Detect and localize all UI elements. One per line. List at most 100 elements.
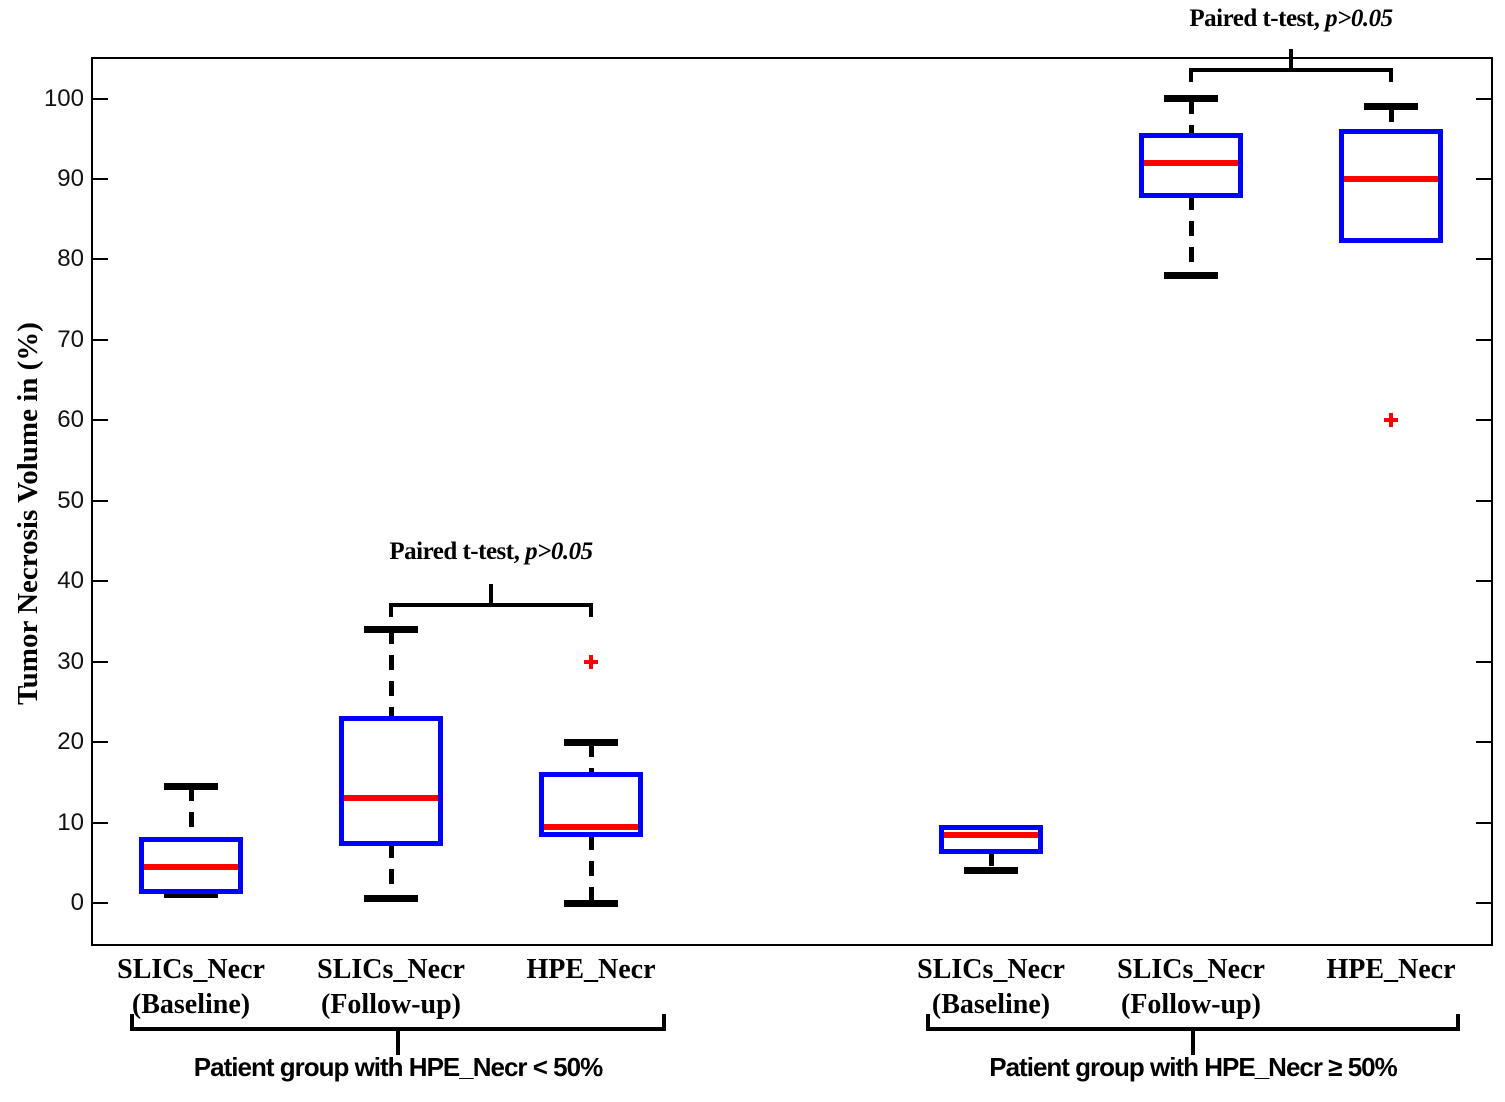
significance-label-pvalue: p>0.05 (1325, 5, 1393, 32)
x-tick-label: (Baseline) (931, 989, 1051, 1020)
whisker-line-upper (589, 742, 594, 774)
whisker-cap-upper (1164, 95, 1218, 102)
whisker-line-upper (389, 629, 394, 717)
whisker-cap-upper (1364, 103, 1418, 110)
significance-bracket-hook-right (1389, 68, 1393, 82)
x-tick-label: (Follow-up) (321, 989, 461, 1020)
significance-bracket-hook-right (589, 603, 593, 617)
y-tick-mark-right (1476, 902, 1491, 904)
y-tick-label: 80 (57, 245, 84, 272)
significance-bracket-tick (1289, 49, 1293, 68)
y-tick-label: 90 (57, 165, 84, 192)
y-tick-mark-left (93, 258, 108, 260)
median-line (944, 832, 1038, 838)
y-tick-label: 50 (57, 487, 84, 514)
group-bracket-hook-right (662, 1014, 666, 1031)
x-tick-label: SLICs_Necr (1117, 954, 1265, 985)
group-bracket-bar (130, 1027, 666, 1031)
median-line (344, 795, 438, 801)
y-tick-mark-right (1476, 419, 1491, 421)
x-tick-label: SLICs_Necr (317, 954, 465, 985)
x-tick-label: (Baseline) (131, 989, 251, 1020)
whisker-line-upper (1189, 99, 1194, 135)
whisker-cap-upper (564, 739, 618, 746)
whisker-line-lower (389, 843, 394, 899)
y-tick-mark-left (93, 661, 108, 663)
y-tick-mark-right (1476, 98, 1491, 100)
y-tick-mark-right (1476, 258, 1491, 260)
group-bracket-hook-left (130, 1014, 134, 1031)
whisker-line-lower (1189, 195, 1194, 275)
x-tick-label: (Follow-up) (1121, 989, 1261, 1020)
y-tick-label: 70 (57, 326, 84, 353)
x-tick-label: SLICs_Necr (117, 954, 265, 985)
whisker-cap-lower (364, 895, 418, 902)
y-tick-mark-right (1476, 661, 1491, 663)
x-tick-label: HPE_Necr (526, 954, 656, 985)
median-line (1344, 176, 1438, 182)
y-tick-mark-left (93, 98, 108, 100)
y-tick-label: 10 (57, 809, 84, 836)
y-tick-label: 40 (57, 567, 84, 594)
y-tick-label: 60 (57, 406, 84, 433)
significance-label-text: Paired t-test, (389, 538, 526, 565)
whisker-cap-lower (164, 891, 218, 898)
y-tick-mark-left (93, 741, 108, 743)
whisker-line-lower (589, 835, 594, 903)
y-tick-mark-right (1476, 580, 1491, 582)
whisker-cap-lower (564, 900, 618, 907)
whisker-cap-upper (364, 626, 418, 633)
y-tick-mark-right (1476, 178, 1491, 180)
whisker-line-lower (989, 851, 994, 871)
y-tick-mark-left (93, 339, 108, 341)
group-label: Patient group with HPE_Necr < 50% (193, 1052, 603, 1082)
x-tick-label: HPE_Necr (1326, 954, 1456, 985)
y-tick-label: 100 (43, 85, 84, 112)
significance-label-pvalue: p>0.05 (525, 538, 593, 565)
y-tick-mark-left (93, 902, 108, 904)
significance-bracket-bar (1189, 68, 1393, 72)
y-tick-mark-left (93, 419, 108, 421)
whisker-cap-lower (1164, 272, 1218, 279)
y-tick-label: 20 (57, 728, 84, 755)
group-bracket-tick (1191, 1031, 1195, 1055)
y-tick-mark-right (1476, 500, 1491, 502)
plot-area (91, 57, 1493, 946)
significance-bracket-bar (389, 603, 593, 607)
y-tick-mark-right (1476, 822, 1491, 824)
outlier-marker-vbar (589, 655, 593, 669)
significance-bracket-hook-left (389, 603, 393, 617)
median-line (144, 864, 238, 870)
significance-label-text: Paired t-test, (1189, 5, 1326, 32)
y-tick-mark-left (93, 178, 108, 180)
y-tick-mark-left (93, 500, 108, 502)
significance-bracket-hook-left (1189, 68, 1193, 82)
group-bracket-hook-right (1456, 1014, 1460, 1031)
significance-bracket-tick (489, 584, 493, 603)
significance-label: Paired t-test, p>0.05 (389, 538, 593, 566)
y-tick-mark-right (1476, 741, 1491, 743)
outlier-marker (1384, 413, 1398, 427)
significance-label: Paired t-test, p>0.05 (1189, 5, 1393, 33)
box-plot-box (1339, 129, 1443, 243)
whisker-cap-upper (164, 783, 218, 790)
median-line (544, 824, 638, 830)
median-line (1144, 160, 1238, 166)
group-label: Patient group with HPE_Necr ≥ 50% (989, 1052, 1397, 1082)
y-tick-mark-left (93, 580, 108, 582)
y-tick-label: 0 (70, 889, 84, 916)
y-tick-label: 30 (57, 648, 84, 675)
box-plot-box (339, 716, 443, 846)
whisker-cap-lower (964, 867, 1018, 874)
group-bracket-tick (396, 1031, 400, 1055)
y-tick-mark-right (1476, 339, 1491, 341)
outlier-marker-vbar (1389, 413, 1393, 427)
whisker-line-upper (189, 786, 194, 838)
y-tick-mark-left (93, 822, 108, 824)
x-tick-label: SLICs_Necr (917, 954, 1065, 985)
box-plot-box (939, 825, 1043, 854)
group-bracket-hook-left (926, 1014, 930, 1031)
outlier-marker (584, 655, 598, 669)
group-bracket-bar (926, 1027, 1460, 1031)
